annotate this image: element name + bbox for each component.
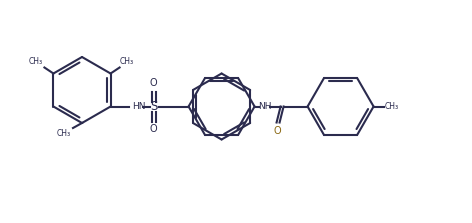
Text: CH₃: CH₃ — [28, 58, 42, 66]
Text: NH: NH — [259, 102, 272, 111]
Text: CH₃: CH₃ — [57, 129, 71, 138]
Text: HN: HN — [133, 102, 146, 111]
Text: O: O — [274, 126, 281, 136]
Text: CH₃: CH₃ — [119, 58, 134, 66]
Text: O: O — [150, 124, 157, 134]
Text: S: S — [150, 100, 157, 113]
Text: O: O — [150, 78, 157, 89]
Text: CH₃: CH₃ — [385, 102, 399, 111]
